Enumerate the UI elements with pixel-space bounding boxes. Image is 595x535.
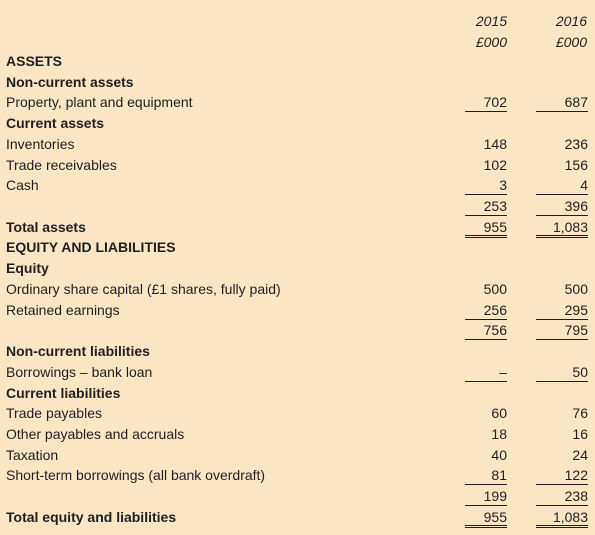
total-2016: 1,083 xyxy=(536,217,588,238)
table-row: Equity xyxy=(0,258,595,279)
table-row: Taxation 40 24 xyxy=(0,445,595,466)
column-year: 2015 xyxy=(475,13,507,29)
row-label: EQUITY AND LIABILITIES xyxy=(6,239,176,255)
table-row: Short-term borrowings (all bank overdraf… xyxy=(0,465,595,486)
row-label: Inventories xyxy=(6,136,75,152)
value-2016: 295 xyxy=(536,300,588,320)
row-label: Trade receivables xyxy=(6,157,117,173)
table-row: 756 795 xyxy=(0,320,595,341)
column-year: 2016 xyxy=(555,13,587,29)
subtotal-2016: 795 xyxy=(536,320,588,340)
value-2015: 3 xyxy=(465,175,507,195)
row-label: Cash xyxy=(6,177,39,193)
column-header-2015: 2015 £000 xyxy=(447,11,507,53)
row-label: ASSETS xyxy=(6,53,63,69)
row-label: Total equity and liabilities xyxy=(6,509,177,525)
value-2016: 236 xyxy=(564,136,588,152)
value-2015: 18 xyxy=(491,426,507,442)
value-2016: 76 xyxy=(572,405,588,421)
table-row: ASSETS xyxy=(0,51,595,72)
table-row: EQUITY AND LIABILITIES xyxy=(0,237,595,258)
total-2015: 955 xyxy=(465,507,507,528)
value-2016: 50 xyxy=(536,362,588,382)
row-label: Non-current assets xyxy=(6,74,134,90)
row-label: Trade payables xyxy=(6,405,102,421)
row-label: Equity xyxy=(6,260,49,276)
row-label: Current liabilities xyxy=(6,385,121,401)
subtotal-2016: 396 xyxy=(536,196,588,216)
value-2016: 687 xyxy=(536,92,588,112)
table-row: Current liabilities xyxy=(0,383,595,404)
total-2016: 1,083 xyxy=(536,507,588,528)
row-label: Other payables and accruals xyxy=(6,426,185,442)
table-row: 253 396 xyxy=(0,196,595,217)
subtotal-2015: 253 xyxy=(465,196,507,216)
column-unit: £000 xyxy=(475,34,507,50)
table-row: Property, plant and equipment 702 687 xyxy=(0,92,595,113)
total-2015: 955 xyxy=(465,217,507,238)
value-2015: 102 xyxy=(483,157,507,173)
table-row: Trade receivables 102 156 xyxy=(0,155,595,176)
table-row: Non-current assets xyxy=(0,72,595,93)
table-row: Retained earnings 256 295 xyxy=(0,300,595,321)
table-row: Other payables and accruals 18 16 xyxy=(0,424,595,445)
table-row: 199 238 xyxy=(0,486,595,507)
table-row: Trade payables 60 76 xyxy=(0,403,595,424)
value-2016: 16 xyxy=(572,426,588,442)
value-2015: 256 xyxy=(465,300,507,320)
subtotal-2015: 756 xyxy=(465,320,507,340)
row-label: Retained earnings xyxy=(6,302,120,318)
table-row: Total equity and liabilities 955 1,083 xyxy=(0,507,595,528)
value-2016: 122 xyxy=(536,465,588,485)
row-label: Non-current liabilities xyxy=(6,343,150,359)
table-row: Current assets xyxy=(0,113,595,134)
column-header-2016: 2016 £000 xyxy=(527,11,587,53)
table-row: Non-current liabilities xyxy=(0,341,595,362)
row-label: Borrowings – bank loan xyxy=(6,364,153,380)
value-2016: 156 xyxy=(564,157,588,173)
row-label: Total assets xyxy=(6,219,86,235)
value-2015: 81 xyxy=(465,465,507,485)
row-label: Property, plant and equipment xyxy=(6,94,193,110)
value-2015: 702 xyxy=(465,92,507,112)
row-label: Short-term borrowings (all bank overdraf… xyxy=(6,467,266,483)
value-2015: 40 xyxy=(491,447,507,463)
value-2015: 500 xyxy=(483,281,507,297)
subtotal-2016: 238 xyxy=(536,486,588,506)
subtotal-2015: 199 xyxy=(465,486,507,506)
table-row: Ordinary share capital (£1 shares, fully… xyxy=(0,279,595,300)
value-2016: 4 xyxy=(536,175,588,195)
value-2015: – xyxy=(465,362,507,382)
value-2015: 148 xyxy=(483,136,507,152)
table-row: Inventories 148 236 xyxy=(0,134,595,155)
table-row: Cash 3 4 xyxy=(0,175,595,196)
column-unit: £000 xyxy=(555,34,587,50)
row-label: Ordinary share capital (£1 shares, fully… xyxy=(6,281,281,297)
row-label: Taxation xyxy=(6,447,59,463)
table-row: Total assets 955 1,083 xyxy=(0,217,595,238)
value-2016: 24 xyxy=(572,447,588,463)
table-row: Borrowings – bank loan – 50 xyxy=(0,362,595,383)
value-2015: 60 xyxy=(491,405,507,421)
value-2016: 500 xyxy=(564,281,588,297)
row-label: Current assets xyxy=(6,115,105,131)
